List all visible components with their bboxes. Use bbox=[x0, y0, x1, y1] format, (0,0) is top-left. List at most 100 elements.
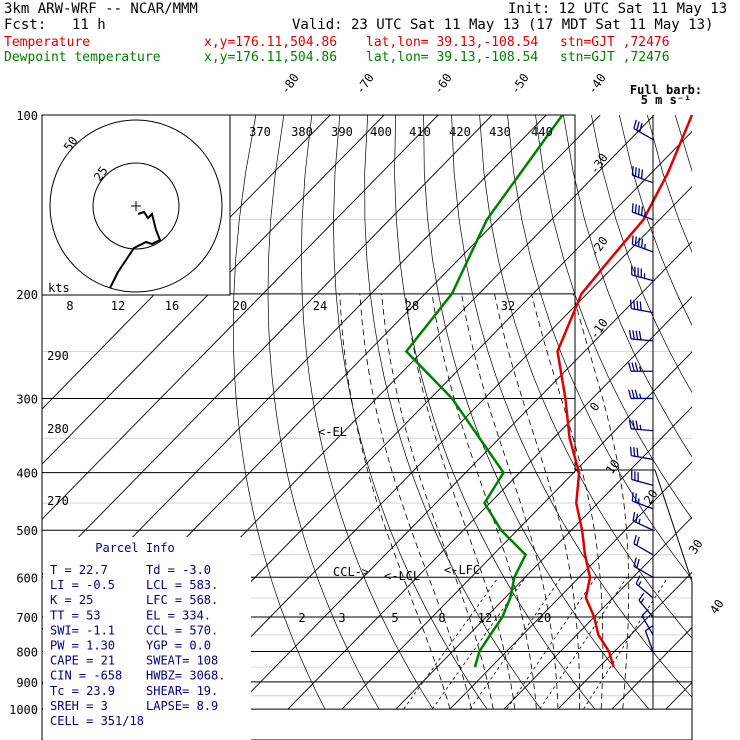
parcel-info-left: SWI= -1.1 bbox=[50, 623, 115, 637]
wind-barb-flag bbox=[635, 513, 639, 523]
mixing-ratio-label: 28 bbox=[405, 299, 419, 313]
parcel-info-right: YGP = 0.0 bbox=[146, 639, 211, 653]
parcel-info-left: LI = -0.5 bbox=[50, 578, 115, 592]
pressure-tick-label: 700 bbox=[16, 611, 38, 625]
dry-adiabat-line bbox=[507, 115, 692, 580]
isotherm-line bbox=[287, 296, 692, 710]
wind-barb-flag bbox=[637, 168, 640, 178]
ccl-label: CCL-> bbox=[333, 565, 369, 579]
wind-barb-flag bbox=[629, 446, 632, 456]
forecast-hour: 11 h bbox=[72, 17, 106, 33]
wind-barb bbox=[638, 599, 654, 618]
wind-barb-flag bbox=[637, 205, 640, 215]
forecast-label: Fcst: bbox=[4, 17, 47, 33]
wind-barb-flag bbox=[636, 536, 640, 546]
parcel-info-left: T = 22.7 bbox=[50, 563, 108, 577]
dry-adiabat-line bbox=[333, 115, 488, 710]
dry-adiabat-line bbox=[300, 115, 434, 710]
wind-barb bbox=[633, 543, 654, 556]
parcel-info-right: LCL = 583. bbox=[146, 578, 218, 592]
wind-barb-flag bbox=[640, 206, 644, 216]
temperature-tick-label: -10 bbox=[587, 316, 611, 342]
isotherm-line bbox=[341, 351, 692, 710]
wind-barb-flag bbox=[641, 608, 649, 617]
wind-barb-flag bbox=[631, 203, 634, 213]
wind-barb-flag bbox=[633, 557, 637, 567]
moist-adiabat-label: 290 bbox=[47, 349, 69, 363]
wind-barb-flag bbox=[632, 420, 636, 430]
parcel-info-right: LFC = 568. bbox=[146, 593, 218, 607]
mixing-ratio-line bbox=[506, 577, 597, 710]
mixing-ratio-line bbox=[539, 577, 628, 710]
parcel-info-left: CAPE = 21 bbox=[50, 654, 115, 668]
dry-adiabat-line bbox=[618, 115, 692, 326]
temperature-tick-label: -60 bbox=[431, 71, 455, 97]
theta-label: 440 bbox=[531, 125, 553, 139]
wind-barb-flag bbox=[628, 329, 632, 340]
mixing-ratio-label: 12 bbox=[111, 299, 125, 313]
dry-adiabat-line bbox=[364, 115, 542, 710]
mixing-ratio-label: 20 bbox=[233, 299, 247, 313]
temperature-tick-label: 20 bbox=[641, 487, 661, 507]
mixing-ratio-label: 12 bbox=[478, 611, 492, 625]
isotherm-line bbox=[503, 516, 692, 710]
wind-barb-flag bbox=[635, 420, 639, 430]
wind-barb-half-flag bbox=[638, 518, 641, 524]
isotherm-line bbox=[611, 626, 692, 710]
dry-adiabat-line bbox=[394, 115, 596, 710]
wind-barb-half-flag bbox=[638, 393, 642, 399]
wind-barb bbox=[631, 338, 654, 342]
hodograph-trace bbox=[109, 210, 162, 289]
pressure-tick-label: 1000 bbox=[9, 703, 38, 717]
moist-adiabat-label: 270 bbox=[47, 494, 69, 508]
mixing-ratio-label: 5 bbox=[391, 611, 398, 625]
wind-barb-flag bbox=[636, 447, 639, 457]
wind-barb bbox=[644, 630, 654, 652]
dry-adiabat-line bbox=[703, 115, 740, 709]
wind-barb bbox=[633, 128, 654, 141]
moist-adiabat-label: 280 bbox=[47, 422, 69, 436]
moist-adiabat-line bbox=[461, 293, 559, 710]
temperature-legend: Temperature bbox=[4, 35, 91, 50]
wind-barb-flag bbox=[634, 204, 637, 214]
el-label: <-EL bbox=[318, 425, 347, 439]
temperature-station: stn=GJT ,72476 bbox=[560, 35, 670, 50]
theta-label: 390 bbox=[331, 125, 353, 139]
parcel-info-right: Td = -3.0 bbox=[146, 563, 211, 577]
pressure-tick-label: 600 bbox=[16, 571, 38, 585]
dewpoint-profile-line bbox=[404, 114, 564, 668]
dry-adiabat-line bbox=[451, 115, 692, 698]
isotherm-line bbox=[42, 115, 493, 576]
wind-barb-half-flag bbox=[638, 366, 642, 372]
wind-barb-flag bbox=[629, 299, 632, 309]
wind-barb-flag bbox=[628, 419, 632, 429]
wind-barb bbox=[632, 243, 654, 253]
dry-adiabat-line bbox=[591, 115, 692, 394]
wind-barb-flag bbox=[631, 362, 635, 372]
dry-adiabat-line bbox=[423, 115, 650, 710]
wind-barb bbox=[631, 478, 654, 486]
dewpoint-xy: x,y=176.11,504.86 bbox=[204, 50, 338, 65]
temperature-tick-label: 0 bbox=[587, 400, 603, 414]
isotherm-line bbox=[233, 241, 692, 710]
pressure-tick-label: 900 bbox=[16, 676, 38, 690]
temperature-xy: x,y=176.11,504.86 bbox=[204, 35, 338, 50]
wind-barb-flag bbox=[636, 300, 639, 310]
pressure-tick-label: 100 bbox=[16, 109, 38, 123]
isotherm-line bbox=[449, 461, 692, 710]
isotherm-line bbox=[179, 185, 692, 710]
isotherm-line bbox=[42, 115, 439, 520]
theta-label: 380 bbox=[291, 125, 313, 139]
wind-barb-flag bbox=[638, 592, 645, 601]
wind-barb-flag bbox=[633, 300, 636, 310]
parcel-info-right: CCL = 570. bbox=[146, 623, 218, 637]
parcel-info-left: PW = 1.30 bbox=[50, 639, 115, 653]
wind-barb-flag bbox=[639, 301, 642, 311]
parcel-info-left: CELL = 351/18 bbox=[50, 714, 144, 728]
isotherm-line bbox=[42, 115, 331, 410]
pressure-tick-label: 200 bbox=[16, 288, 38, 302]
mixing-ratio-label: 24 bbox=[313, 299, 327, 313]
wind-barb-flag bbox=[639, 123, 643, 133]
theta-label: 420 bbox=[449, 125, 471, 139]
temperature-tick-label: -30 bbox=[587, 151, 611, 177]
